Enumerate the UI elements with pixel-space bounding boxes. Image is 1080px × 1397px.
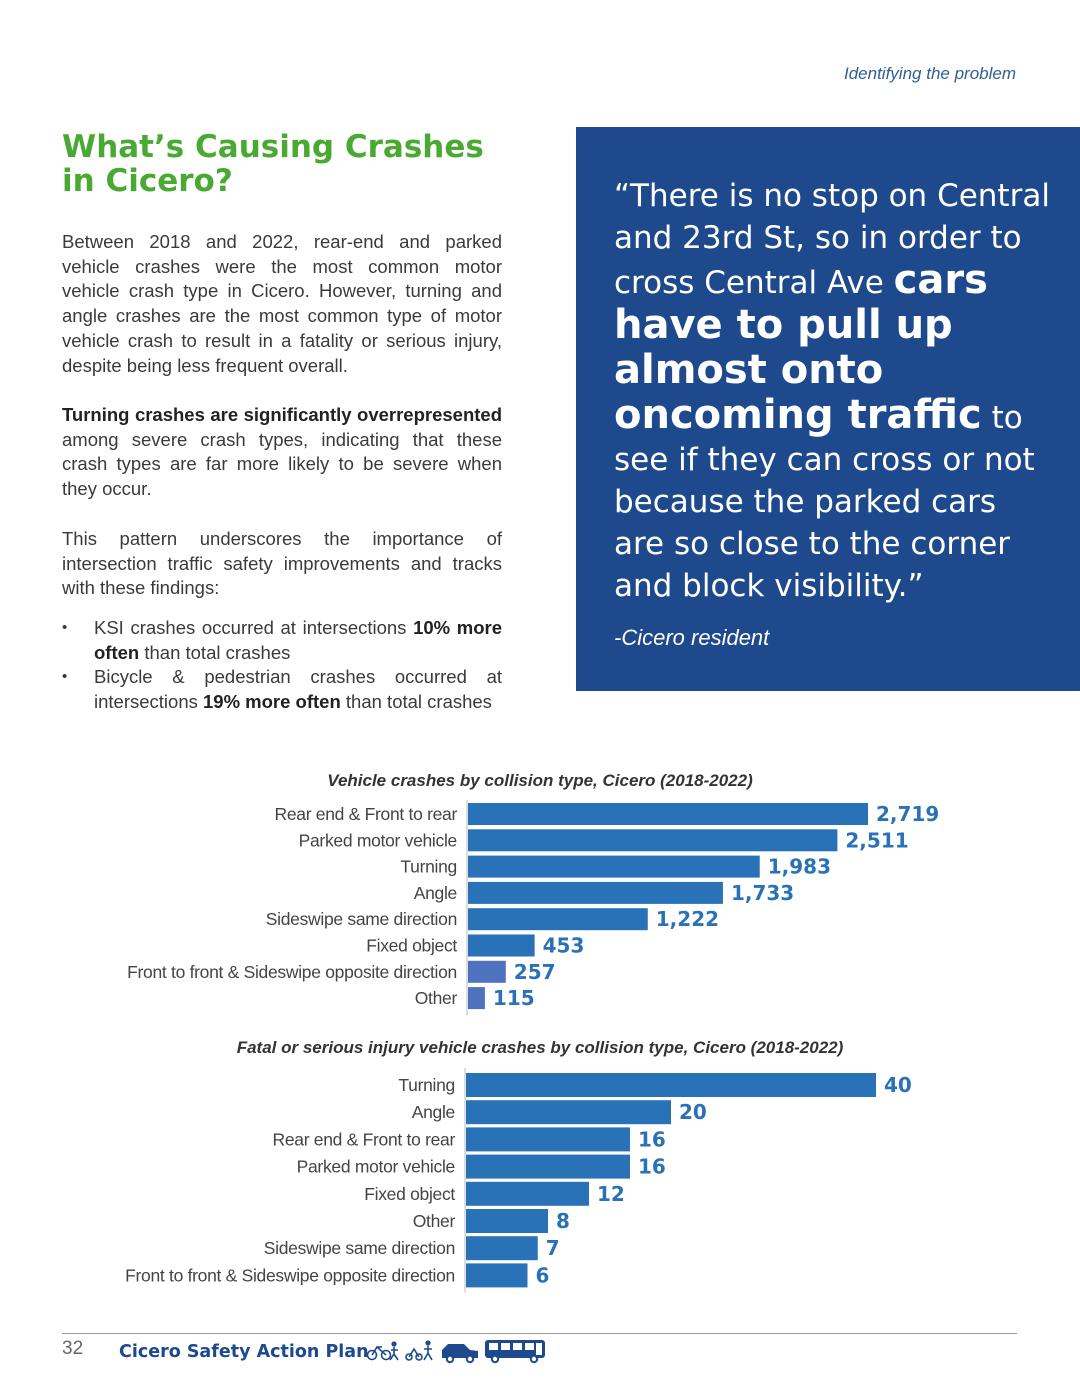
paragraph-rest: among severe crash types, indicating tha… xyxy=(62,428,502,500)
category-label: Front to front & Sideswipe opposite dire… xyxy=(125,1265,455,1285)
bar xyxy=(466,1263,528,1288)
transport-modes-icon xyxy=(366,1340,545,1364)
resident-quote-box: “There is no stop on Central and 23rd St… xyxy=(576,127,1080,691)
footer-plan-title: Cicero Safety Action Plan xyxy=(119,1342,369,1362)
footer-divider xyxy=(62,1333,1017,1334)
section-label: Identifying the problem xyxy=(844,64,1016,83)
category-label: Angle xyxy=(414,883,457,903)
value-label: 2,719 xyxy=(876,802,939,826)
quote-text: “There is no stop on Central and 23rd St… xyxy=(614,178,1050,604)
page-title: What’s Causing Crashes in Cicero? xyxy=(62,129,484,199)
chart-title-ksi-crashes: Fatal or serious injury vehicle crashes … xyxy=(236,1038,844,1057)
category-label: Fixed object xyxy=(364,1184,455,1204)
bar xyxy=(468,881,723,904)
value-label: 2,511 xyxy=(845,828,908,852)
category-label: Other xyxy=(415,988,458,1008)
value-label: 16 xyxy=(638,1155,666,1179)
value-label: 453 xyxy=(543,934,585,958)
value-label: 257 xyxy=(514,960,556,984)
category-label: Parked motor vehicle xyxy=(299,830,457,850)
paragraph-emphasis: Turning crashes are significantly overre… xyxy=(62,404,502,425)
bar xyxy=(468,908,648,931)
value-label: 1,222 xyxy=(656,907,719,931)
value-label: 12 xyxy=(597,1182,625,1206)
value-label: 7 xyxy=(546,1236,560,1260)
value-label: 20 xyxy=(679,1100,707,1124)
value-label: 40 xyxy=(884,1073,912,1097)
bar xyxy=(468,829,838,852)
value-label: 16 xyxy=(638,1127,666,1151)
quote-emphasis: cars have to pull up almost onto oncomin… xyxy=(614,257,988,438)
all-crashes-bar-chart: Rear end & Front to rear 2,719 Parked moto… xyxy=(127,800,939,1016)
list-item: Bicycle & pedestrian crashes occurred at… xyxy=(62,665,502,714)
category-label: Rear end & Front to rear xyxy=(273,1129,456,1149)
bar xyxy=(466,1209,548,1233)
value-label: 6 xyxy=(536,1263,550,1287)
bar xyxy=(468,934,535,957)
category-label: Other xyxy=(413,1211,456,1231)
page-number: 32 xyxy=(62,1338,84,1359)
category-label: Sideswipe same direction xyxy=(264,1238,455,1258)
bar xyxy=(466,1073,876,1097)
chart-title-all-crashes: Vehicle crashes by collision type, Cicer… xyxy=(327,771,753,790)
bar xyxy=(466,1100,671,1125)
category-label: Turning xyxy=(400,857,457,877)
category-label: Turning xyxy=(398,1075,455,1095)
value-label: 8 xyxy=(556,1209,570,1233)
list-item: KSI crashes occurred at intersections 10… xyxy=(62,616,502,665)
category-label: Fixed object xyxy=(366,936,457,956)
value-label: 1,983 xyxy=(768,855,831,879)
bar xyxy=(466,1181,589,1206)
category-label: Rear end & Front to rear xyxy=(275,804,458,824)
value-label: 1,733 xyxy=(731,881,794,905)
pattern-paragraph: This pattern underscores the importance … xyxy=(62,528,502,599)
category-label: Front to front & Sideswipe opposite dire… xyxy=(127,962,457,982)
bar xyxy=(468,855,760,878)
bar xyxy=(468,803,868,825)
category-label: Angle xyxy=(412,1102,455,1122)
quote-attribution: -Cicero resident xyxy=(614,625,770,650)
bar xyxy=(468,987,485,1010)
bar xyxy=(466,1127,630,1152)
ksi-crashes-bar-chart: Turning 40 Angle 20 Rear end & Front to rear… xyxy=(125,1068,912,1293)
bar xyxy=(468,960,506,983)
overrepresented-paragraph: Turning crashes are significantly overre… xyxy=(62,403,502,502)
findings-list: KSI crashes occurred at intersections 10… xyxy=(62,616,502,715)
bar xyxy=(466,1154,630,1179)
bar xyxy=(466,1236,538,1261)
category-label: Parked motor vehicle xyxy=(297,1157,455,1177)
intro-paragraph: Between 2018 and 2022, rear-end and park… xyxy=(62,231,502,376)
category-label: Sideswipe same direction xyxy=(266,909,457,929)
value-label: 115 xyxy=(493,986,535,1010)
